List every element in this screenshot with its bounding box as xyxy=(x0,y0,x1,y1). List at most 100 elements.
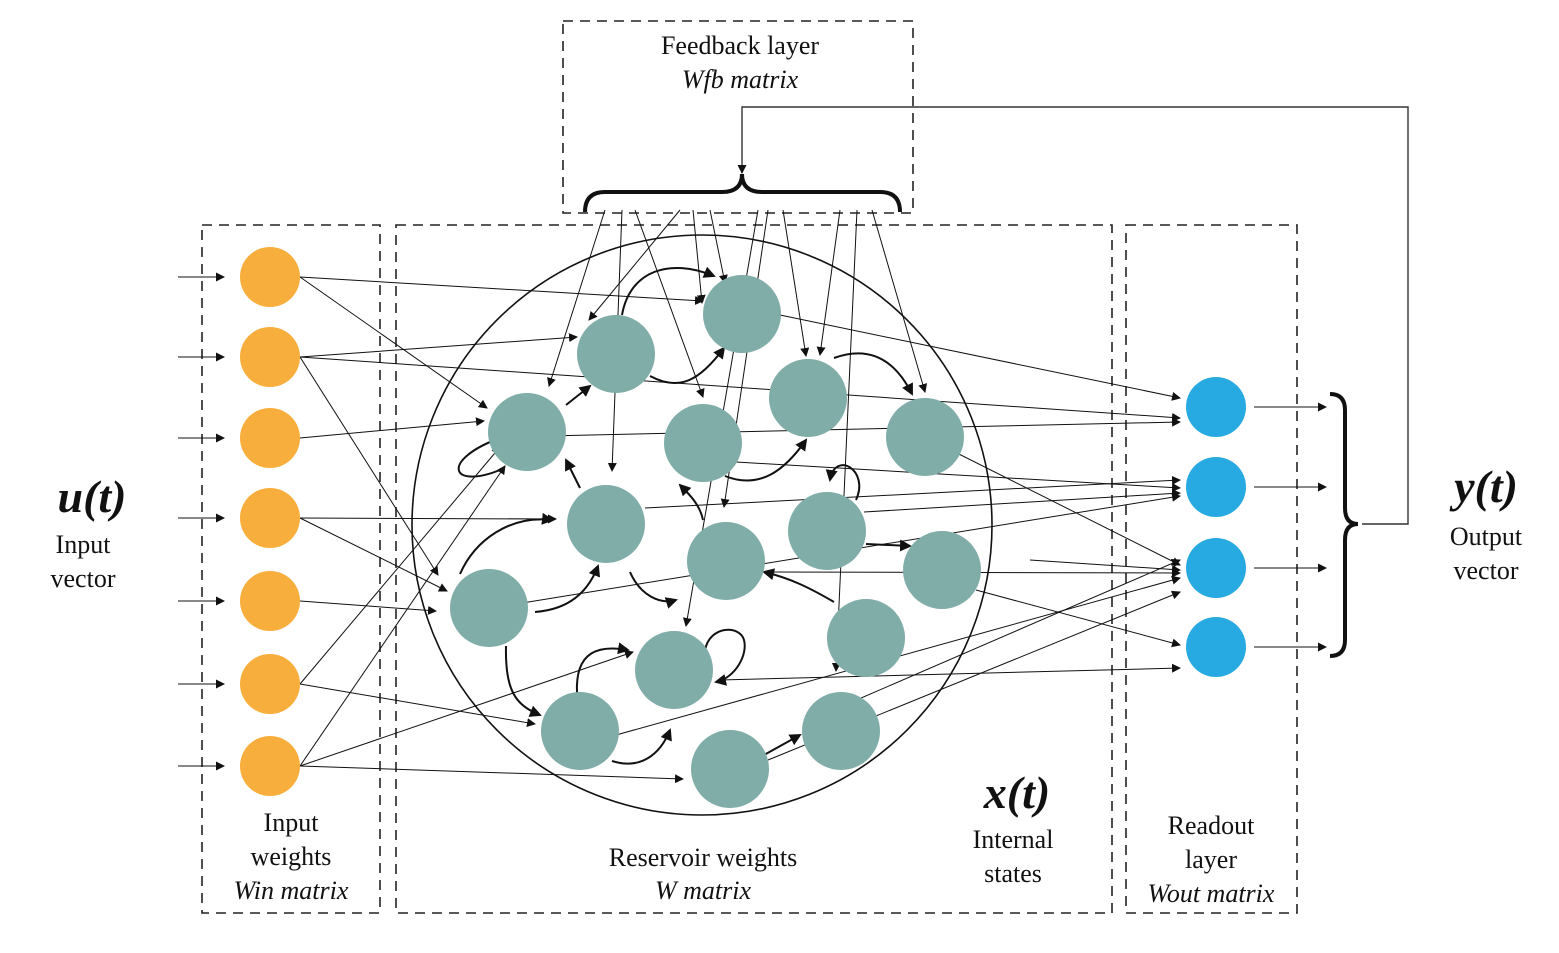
feedback-brace xyxy=(583,173,902,213)
feedback-matrix: Wfb matrix xyxy=(682,65,799,94)
recurrent-connection xyxy=(621,266,716,316)
input-weight-connection xyxy=(299,517,448,592)
reservoir-node xyxy=(788,492,866,570)
input-weight-connection xyxy=(299,356,439,576)
feedback-connection xyxy=(831,209,858,672)
input-weight-connection xyxy=(299,417,485,439)
recurrent-connection xyxy=(724,438,808,482)
feedback-connection xyxy=(547,209,606,387)
recurrent-connection xyxy=(678,483,704,521)
reservoir-node xyxy=(635,631,713,709)
readout-label-line1: Readout xyxy=(1168,811,1255,840)
recurrent-connection xyxy=(565,384,592,406)
readout-weight-connection xyxy=(779,314,1181,401)
reservoir-node xyxy=(488,393,566,471)
feedback-connection xyxy=(816,209,841,356)
reservoir-node xyxy=(687,522,765,600)
readout-weight-connection xyxy=(863,488,1181,513)
readout-node xyxy=(1186,457,1246,517)
readout-weight-connection xyxy=(975,589,1181,648)
readout-node xyxy=(1186,617,1246,677)
recurrent-connection xyxy=(504,645,542,717)
reservoir-node xyxy=(703,275,781,353)
recurrent-connection xyxy=(457,435,502,478)
feedback-title: Feedback layer xyxy=(661,31,819,60)
readout-label-line2: layer xyxy=(1185,845,1237,874)
labels: Feedback layer Wfb matrix u(t) Input vec… xyxy=(51,31,1523,908)
readout-weight-connection xyxy=(644,475,1181,509)
feedback-loop-line xyxy=(737,106,1409,525)
input-weights-line1: Input xyxy=(264,808,320,837)
input-node xyxy=(240,488,300,548)
feedback-layer-box xyxy=(562,20,914,214)
input-weight-connection xyxy=(299,356,1181,422)
feedback-connection xyxy=(871,209,928,393)
input-weight-connection xyxy=(299,276,488,409)
reservoir-node xyxy=(802,692,880,770)
readout-matrix: Wout matrix xyxy=(1148,879,1275,908)
recurrent-connection xyxy=(825,464,861,501)
reservoir-node xyxy=(886,398,964,476)
input-weight-connection xyxy=(299,683,536,728)
input-weight-connection xyxy=(299,650,634,767)
recurrent-connection xyxy=(763,734,802,756)
input-weights-box xyxy=(201,224,381,914)
readout-weight-connection xyxy=(1029,559,1181,574)
recurrent-connection xyxy=(534,564,601,613)
feedback-connection xyxy=(709,209,728,284)
input-weight-connection xyxy=(299,446,501,685)
recurrent-connection xyxy=(459,512,554,575)
input-weights-line2: weights xyxy=(251,842,332,871)
input-label-line2: vector xyxy=(51,564,116,593)
output-symbol: y(t) xyxy=(1449,461,1518,512)
recurrent-connections xyxy=(457,266,913,765)
recurrent-connection xyxy=(704,628,746,686)
readout-node xyxy=(1186,538,1246,598)
readout-weight-connection xyxy=(719,663,1181,681)
reservoir-boundary xyxy=(411,234,993,816)
reservoir-node xyxy=(450,569,528,647)
layer-boxes xyxy=(201,20,1298,914)
state-label-line2: states xyxy=(984,859,1042,888)
state-symbol: x(t) xyxy=(983,767,1050,818)
input-node xyxy=(240,408,300,468)
feedback-connection xyxy=(692,209,706,304)
reservoir-node xyxy=(664,404,742,482)
feedback-connection xyxy=(782,209,810,357)
feedback-connection xyxy=(588,209,681,321)
input-node xyxy=(240,654,300,714)
reservoir-weights-matrix: W matrix xyxy=(655,876,752,905)
input-label-line1: Input xyxy=(56,530,112,559)
input-node xyxy=(240,571,300,631)
reservoir-weights-label: Reservoir weights xyxy=(609,843,797,872)
recurrent-connection xyxy=(611,728,672,765)
input-weights-matrix: Win matrix xyxy=(234,876,349,905)
input-weight-connection xyxy=(299,465,506,767)
recurrent-connection xyxy=(762,568,835,603)
input-weight-connection xyxy=(299,765,684,784)
readout-node xyxy=(1186,377,1246,437)
output-label-line1: Output xyxy=(1450,522,1523,551)
output-brace xyxy=(1329,392,1359,658)
recurrent-connection xyxy=(565,458,581,489)
recurrent-connection xyxy=(833,352,913,396)
reservoir-box xyxy=(395,224,1113,914)
readout-box xyxy=(1125,224,1298,914)
input-weight-connection xyxy=(299,333,578,358)
readout-weight-connection xyxy=(545,417,1181,437)
input-node xyxy=(240,327,300,387)
reservoir-node xyxy=(903,531,981,609)
nodes xyxy=(240,247,1246,808)
recurrent-connection xyxy=(629,571,678,609)
reservoir-node xyxy=(827,599,905,677)
recurrent-connection xyxy=(865,539,912,552)
state-label-line1: Internal xyxy=(973,825,1054,854)
reservoir-node xyxy=(769,359,847,437)
reservoir-node xyxy=(577,315,655,393)
reservoir-node xyxy=(567,485,645,563)
recurrent-connection xyxy=(575,642,630,694)
input-weight-connection xyxy=(299,600,437,615)
reservoir-node xyxy=(691,730,769,808)
